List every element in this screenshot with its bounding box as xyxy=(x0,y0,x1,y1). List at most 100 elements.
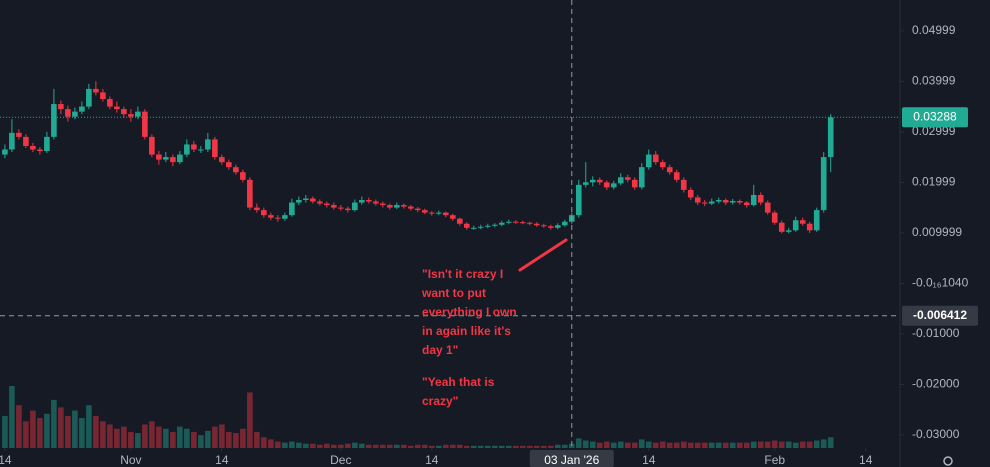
candle-body xyxy=(401,205,407,207)
candle-body xyxy=(121,109,127,115)
volume-bar xyxy=(51,399,57,448)
crosshair-x-label: 03 Jan '26 xyxy=(544,453,599,467)
candle-body xyxy=(275,217,281,219)
volume-bar xyxy=(380,444,386,448)
candle-body xyxy=(9,132,15,150)
volume-bar xyxy=(128,431,134,448)
candle-body xyxy=(673,172,680,180)
volume-bar xyxy=(156,426,162,448)
candle-body xyxy=(652,154,659,163)
volume-bar xyxy=(338,444,344,448)
volume-bar xyxy=(575,438,582,448)
volume-bar xyxy=(778,441,785,448)
annotation-text: "Isn't it crazy I xyxy=(422,267,503,281)
candle-body xyxy=(547,226,554,228)
candle-body xyxy=(149,136,155,155)
volume-bar xyxy=(135,433,141,448)
candle-body xyxy=(310,198,316,202)
candle-body xyxy=(44,136,50,152)
candle-body xyxy=(645,154,652,168)
volume-bar xyxy=(205,430,211,448)
volume-bar xyxy=(317,444,323,448)
candle-body xyxy=(135,111,141,117)
volume-bar xyxy=(463,445,470,448)
settings-icon[interactable] xyxy=(943,456,953,466)
candle-body xyxy=(261,210,267,216)
y-tick-label: -0.0₁₆1040 xyxy=(912,276,969,290)
candle-body xyxy=(359,200,365,203)
candle-body xyxy=(142,111,148,137)
candle-body xyxy=(771,212,778,223)
y-tick-label: 0.01999 xyxy=(912,175,956,189)
volume-bar xyxy=(373,444,379,448)
volume-bar xyxy=(540,445,547,448)
volume-bar xyxy=(645,441,652,448)
y-tick-label: -0.02000 xyxy=(912,377,960,391)
candle-body xyxy=(58,104,64,110)
y-tick-label: 0.04999 xyxy=(912,23,956,37)
candle-body xyxy=(296,200,302,203)
candle-body xyxy=(254,207,260,211)
volume-bar xyxy=(170,431,176,448)
volume-bar xyxy=(366,444,372,448)
candle-body xyxy=(366,200,372,202)
candle-body xyxy=(156,154,162,160)
candle-body xyxy=(429,212,435,214)
volume-bar xyxy=(394,444,400,448)
candle-body xyxy=(610,183,617,188)
volume-bar xyxy=(813,440,820,448)
y-tick-label: 0.009999 xyxy=(912,225,962,239)
volume-bar xyxy=(310,443,316,448)
volume-bar xyxy=(352,442,358,448)
volume-bar xyxy=(771,440,778,448)
candle-body xyxy=(394,205,400,208)
candle-body xyxy=(408,206,414,209)
volume-bar xyxy=(72,410,78,448)
volume-bar xyxy=(596,442,603,448)
candle-body xyxy=(631,179,638,188)
annotation-text: in again like it's xyxy=(422,324,511,338)
candle-body xyxy=(750,194,757,206)
volume-bar xyxy=(233,433,239,448)
candle-body xyxy=(806,223,813,231)
candle-body xyxy=(477,226,484,228)
annotation-text: want to put xyxy=(421,286,486,300)
candle-body xyxy=(443,212,449,216)
candle-body xyxy=(37,149,43,152)
volume-bar xyxy=(631,442,638,448)
candle-body xyxy=(289,202,295,216)
candle-body xyxy=(2,149,8,155)
volume-bar xyxy=(491,445,498,448)
volume-bar xyxy=(65,415,71,448)
volume-bar xyxy=(470,445,477,448)
crosshair-y-badge xyxy=(902,305,978,326)
candle-body xyxy=(415,208,421,211)
candle-body xyxy=(219,157,225,163)
candle-body xyxy=(526,222,533,224)
x-tick-label: Nov xyxy=(120,453,141,467)
candle-body xyxy=(470,227,477,229)
candle-body xyxy=(170,157,176,163)
volume-bar xyxy=(422,444,428,448)
y-tick-label: -0.01000 xyxy=(912,326,960,340)
volume-bar xyxy=(757,441,764,448)
candle-body xyxy=(107,98,113,107)
candle-body xyxy=(282,215,288,219)
candle-body xyxy=(72,111,78,117)
candle-body xyxy=(694,197,701,203)
volume-bar xyxy=(785,441,792,448)
volume-bar xyxy=(86,405,92,448)
candle-body xyxy=(456,218,463,224)
candle-body xyxy=(324,203,330,206)
volume-bar xyxy=(736,442,743,448)
volume-bar xyxy=(715,442,722,448)
volume-bar xyxy=(729,442,736,448)
volume-bar xyxy=(359,443,365,448)
volume-bar xyxy=(547,445,554,448)
candle-body xyxy=(23,136,29,146)
volume-bar xyxy=(743,442,750,448)
volume-bar xyxy=(93,415,99,448)
volume-bar xyxy=(282,442,288,448)
candle-body xyxy=(79,106,85,112)
